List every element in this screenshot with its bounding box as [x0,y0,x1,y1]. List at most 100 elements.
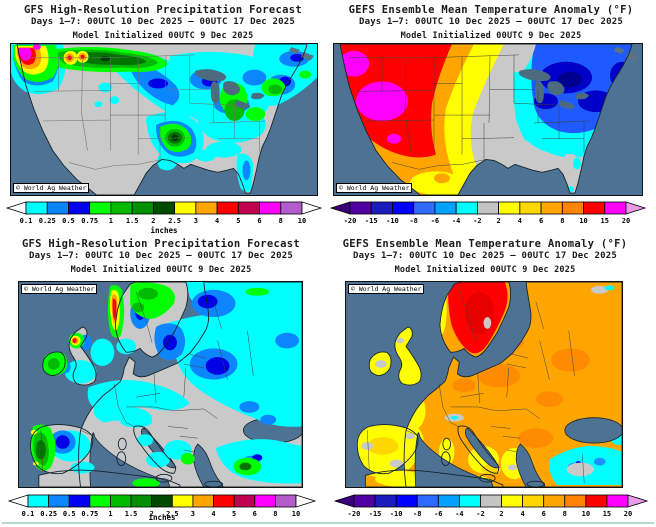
svg-text:6: 6 [539,217,543,225]
maritime-islands [614,46,639,61]
svg-text:10: 10 [579,217,587,225]
precip-colorbar-eu: 0.1 0.25 0.5 0.75 1 1.5 2 2.5 3 4 5 6 8 10 [7,494,317,520]
svg-text:-2: -2 [476,510,484,518]
colorbar-unit-label: inches [148,513,176,522]
svg-text:20: 20 [624,510,632,518]
seas [414,417,622,487]
country-borders [40,291,254,470]
svg-text:-8: -8 [409,217,417,225]
svg-text:-15: -15 [369,510,382,518]
precipitation-shading [11,44,317,193]
svg-text:0.75: 0.75 [81,510,98,518]
eu-precip-map: © World Ag Weather [18,281,303,488]
page-title: GFS High-Resolution Precipitation Foreca… [23,4,303,16]
svg-text:8: 8 [563,510,567,518]
svg-text:-10: -10 [386,217,399,225]
svg-text:3: 3 [194,217,198,225]
great-lakes [194,69,265,109]
us-precip-map: © World Ag Weather [10,43,318,196]
eu-temp-map: © World Ag Weather [345,281,623,488]
svg-text:0.25: 0.25 [39,217,56,225]
svg-text:0.1: 0.1 [22,510,35,518]
temp-colorbar-us: -20 -15 -10 -8 -6 -4 -2 2 4 6 8 10 15 20 [329,201,647,227]
great-lakes [518,69,589,109]
svg-text:1.5: 1.5 [125,510,138,518]
svg-text:3: 3 [191,510,195,518]
svg-text:10: 10 [582,510,590,518]
eu-temp-header: GEFS Ensemble Mean Temperature Anomaly (… [324,238,646,275]
eu-precip-map-canvas [19,282,302,487]
model-init-line: Model Initialized 00UTC 9 Dec 2025 [400,31,582,41]
svg-text:4: 4 [518,217,522,225]
coastline [30,282,302,487]
svg-text:1: 1 [108,510,112,518]
svg-text:6: 6 [253,510,257,518]
temp-colorbar-eu: -20 -15 -10 -8 -6 -4 -2 2 4 6 8 10 15 20 [333,494,649,520]
svg-text:4: 4 [215,217,219,225]
colorbar-unit-label: inches [150,226,178,235]
svg-text:2.5: 2.5 [168,217,181,225]
svg-text:15: 15 [603,510,611,518]
model-init-line: Model Initialized 00UTC 9 Dec 2025 [394,265,576,275]
watermark-badge: © World Ag Weather [13,183,90,193]
model-init-line: Model Initialized 00UTC 9 Dec 2025 [70,265,252,275]
svg-text:8: 8 [279,217,283,225]
svg-text:2.5: 2.5 [166,510,179,518]
svg-text:-4: -4 [455,510,463,518]
svg-text:5: 5 [236,217,240,225]
coastline [16,44,308,195]
svg-text:-6: -6 [431,217,439,225]
svg-text:10: 10 [292,510,300,518]
us-precip-header: GFS High-Resolution Precipitation Foreca… [0,4,326,41]
svg-text:10: 10 [298,217,306,225]
page-title: GEFS Ensemble Mean Temperature Anomaly (… [342,238,628,250]
watermark-badge: © World Ag Weather [21,284,98,294]
svg-text:0.5: 0.5 [62,217,75,225]
eu-temp-map-canvas [346,282,622,487]
us-temp-map-canvas [334,44,642,195]
svg-text:15: 15 [601,217,609,225]
svg-text:4: 4 [211,510,215,518]
svg-text:8: 8 [273,510,277,518]
us-temp-header: GEFS Ensemble Mean Temperature Anomaly (… [328,4,654,41]
maritime-islands [289,46,315,61]
eu-precip-header: GFS High-Resolution Precipitation Foreca… [0,238,322,275]
svg-text:2: 2 [497,217,501,225]
svg-text:2: 2 [499,510,503,518]
state-borders [349,54,591,170]
watermark-badge: © World Ag Weather [348,284,425,294]
svg-text:0.75: 0.75 [81,217,98,225]
us-temp-map: © World Ag Weather [333,43,643,196]
svg-text:2: 2 [151,217,155,225]
svg-text:-8: -8 [413,510,421,518]
footer-rule [2,522,654,524]
svg-text:-20: -20 [344,217,357,225]
svg-text:6: 6 [257,217,261,225]
svg-text:6: 6 [542,510,546,518]
svg-text:0.25: 0.25 [40,510,57,518]
date-range-line: Days 1–7: 00UTC 10 Dec 2025 – 00UTC 17 D… [28,251,294,261]
svg-text:-4: -4 [452,217,460,225]
svg-text:8: 8 [560,217,564,225]
state-borders [25,54,266,170]
date-range-line: Days 1–7: 00UTC 10 Dec 2025 – 00UTC 17 D… [30,17,296,27]
svg-text:0.1: 0.1 [20,217,33,225]
page-title: GEFS Ensemble Mean Temperature Anomaly (… [348,4,634,16]
date-range-line: Days 1–7: 00UTC 10 Dec 2025 – 00UTC 17 D… [358,17,624,27]
country-borders [367,291,585,484]
model-init-line: Model Initialized 00UTC 9 Dec 2025 [72,31,254,41]
coastline [339,44,633,195]
precip-colorbar-us: 0.1 0.25 0.5 0.75 1 1.5 2 2.5 3 4 5 6 8 10 [5,201,323,227]
page-title: GFS High-Resolution Precipitation Foreca… [21,238,301,250]
svg-text:5: 5 [232,510,236,518]
svg-text:-6: -6 [434,510,442,518]
svg-text:-15: -15 [365,217,378,225]
svg-text:-10: -10 [390,510,403,518]
svg-text:0.5: 0.5 [63,510,76,518]
svg-text:1: 1 [109,217,113,225]
us-precip-map-canvas [11,44,317,195]
date-range-line: Days 1–7: 00UTC 10 Dec 2025 – 00UTC 17 D… [352,251,618,261]
svg-text:-20: -20 [348,510,361,518]
coastline [356,282,622,487]
